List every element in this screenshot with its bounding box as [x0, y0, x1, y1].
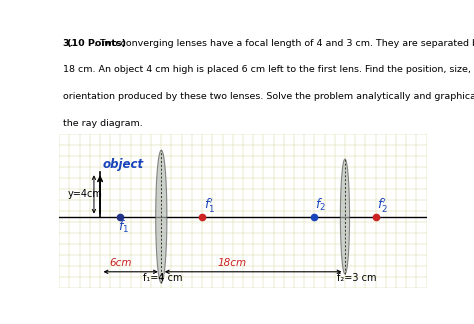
- Polygon shape: [155, 150, 167, 283]
- Text: $f_1$: $f_1$: [118, 219, 129, 235]
- Text: f₂=3 cm: f₂=3 cm: [337, 272, 376, 283]
- Text: the ray diagram.: the ray diagram.: [63, 119, 143, 128]
- Text: . Two converging lenses have a focal length of 4 and 3 cm. They are separated by: . Two converging lenses have a focal len…: [94, 39, 474, 48]
- Text: (10 Points): (10 Points): [67, 39, 127, 48]
- Text: $f_2$: $f_2$: [315, 197, 327, 213]
- Text: object: object: [102, 158, 143, 171]
- Text: y=4cm: y=4cm: [67, 189, 102, 199]
- Text: 6cm: 6cm: [109, 258, 132, 268]
- Polygon shape: [340, 159, 349, 274]
- Text: 18cm: 18cm: [218, 258, 246, 268]
- Text: 3.: 3.: [63, 39, 76, 48]
- Text: f₁=4 cm: f₁=4 cm: [143, 272, 182, 283]
- Text: 18 cm. An object 4 cm high is placed 6 cm left to the first lens. Find the posit: 18 cm. An object 4 cm high is placed 6 c…: [63, 65, 474, 75]
- Text: $f_2'$: $f_2'$: [377, 196, 388, 214]
- Text: $f_1'$: $f_1'$: [204, 196, 215, 214]
- Text: orientation produced by these two lenses. Solve the problem analytically and gra: orientation produced by these two lenses…: [63, 92, 474, 101]
